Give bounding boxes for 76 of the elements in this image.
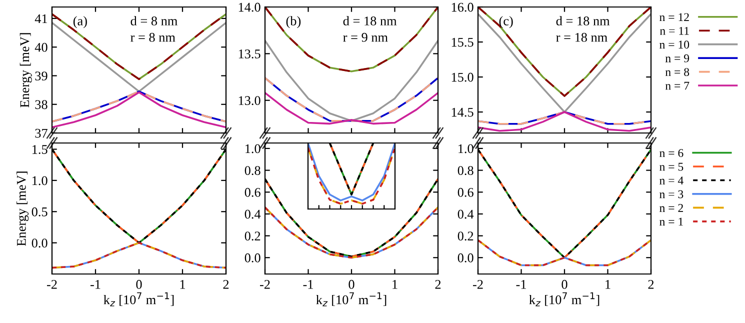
y-tick-label: 0.2 [458, 232, 474, 241]
y-tick-label: 0.4 [458, 210, 474, 219]
y-tick-label: 0.0 [32, 238, 48, 248]
y-tick-label: 15.0 [452, 72, 474, 82]
x-tick-label: 1 [180, 280, 186, 289]
legend-label: n = 5 [660, 162, 684, 171]
legend-label: n = 8 [665, 68, 690, 76]
annotation: d = 8 nm [130, 16, 178, 26]
y-tick-label: 13.0 [238, 96, 260, 106]
annotation: r = 18 nm [556, 32, 608, 42]
y-tick-label: 14.5 [452, 108, 474, 117]
x-tick-label: -1 [90, 280, 100, 289]
y-tick-label: 16.0 [452, 2, 474, 12]
legend-label: n = 10 [660, 40, 690, 49]
x-tick-label: -2 [472, 280, 483, 289]
annotation: (a) [73, 16, 87, 28]
x-tick-label: 1 [606, 280, 610, 289]
y-tick-label: 41 [34, 14, 48, 24]
legend-label: n = 7 [665, 82, 690, 90]
y-axis-title: Energy [meV] [16, 172, 29, 246]
y-tick-label: 0.4 [244, 210, 261, 219]
x-tick-label: -1 [303, 280, 313, 289]
y-tick-label: 0.0 [244, 253, 260, 262]
y-tick-label: 1.0 [246, 144, 260, 154]
y-tick-label: 39 [35, 72, 48, 80]
x-axis-title: k$_{z}$ [10$^{7}$ m$^{−1}$] [529, 292, 600, 306]
y-tick-label: 0.5 [32, 207, 48, 216]
annotation: r = 9 nm [343, 32, 388, 42]
x-tick-label: -2 [46, 280, 57, 289]
y-tick-label: 1.0 [458, 144, 474, 154]
y-tick-label: 1.0 [32, 176, 48, 186]
y-tick-label: 13.5 [238, 50, 260, 58]
legend-label: n = 3 [660, 190, 684, 198]
line-series [478, 111, 651, 125]
x-tick-label: 2 [223, 280, 229, 289]
legend-label: n = 4 [660, 176, 684, 184]
line-series [52, 91, 226, 128]
y-tick-label: 37 [35, 128, 48, 138]
x-tick-label: 0 [348, 280, 354, 289]
y-tick-label: 15.5 [452, 38, 474, 47]
line-series [52, 90, 226, 122]
legend-label: n = 1 [660, 218, 683, 226]
y-tick-label: 14.0 [238, 2, 260, 12]
legend-label: n = 9 [665, 54, 690, 62]
annotation: d = 18 nm [556, 16, 610, 26]
y-tick-label: 0.6 [458, 188, 474, 197]
line-series [52, 13, 226, 80]
x-axis-title: k$_{z}$ [10$^{7}$ m$^{−1}$] [316, 292, 386, 306]
x-tick-label: -2 [260, 280, 270, 289]
line-series [478, 13, 651, 113]
y-tick-label: 0.0 [458, 253, 474, 262]
x-tick-label: -1 [516, 280, 526, 289]
line-series [265, 92, 438, 125]
y-tick-label: 38 [35, 100, 48, 110]
legend-label: n = 2 [660, 204, 683, 212]
annotation: (c) [499, 16, 513, 28]
x-tick-label: 2 [435, 280, 441, 289]
x-tick-label: 0 [562, 280, 568, 289]
legend-label: n = 12 [660, 13, 689, 22]
y-axis-title: Energy [meV] [20, 33, 32, 108]
x-tick-label: 0 [136, 280, 142, 289]
x-axis-title: k$_{z}$ [10$^{7}$ m$^{−1}$] [104, 292, 174, 306]
annotation: (b) [286, 16, 301, 28]
legend-label: n = 6 [660, 149, 684, 158]
y-tick-label: 0.8 [244, 166, 260, 176]
annotation: r = 8 nm [130, 32, 176, 42]
y-tick-label: 0.2 [244, 232, 260, 241]
x-tick-label: 1 [392, 280, 398, 289]
y-tick-label: 0.8 [458, 166, 474, 176]
y-tick-label: 40 [34, 42, 48, 52]
annotation: d = 18 nm [343, 16, 397, 26]
legend-label: n = 11 [660, 26, 689, 35]
x-tick-label: 2 [648, 280, 654, 289]
y-tick-label: 1.5 [32, 145, 48, 154]
line-series [265, 77, 438, 122]
y-tick-label: 0.6 [244, 188, 260, 197]
